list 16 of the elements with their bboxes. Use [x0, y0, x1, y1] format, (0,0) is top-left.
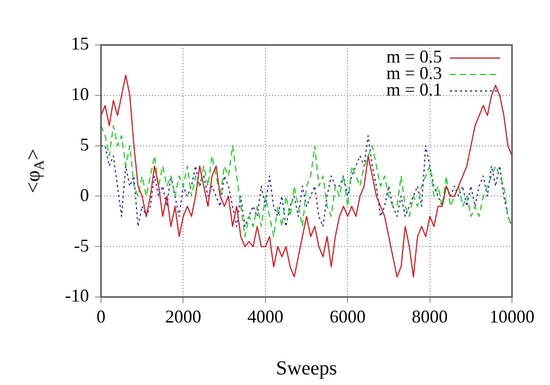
x-tick-label: 2000: [165, 306, 202, 327]
x-axis-title: Sweeps: [276, 357, 338, 380]
line-series: [101, 125, 512, 238]
y-tick-label: 5: [80, 134, 89, 155]
x-tick-label: 10000: [490, 306, 534, 327]
y-tick-label: -5: [74, 235, 89, 256]
y-tick-label: 0: [80, 184, 89, 205]
y-tick-label: 10: [71, 84, 89, 104]
y-tick-label: 15: [71, 34, 89, 54]
x-tick-label: 4000: [247, 306, 284, 327]
x-tick-label: 8000: [412, 306, 448, 327]
x-tick-label: 6000: [330, 306, 366, 327]
line-series: [101, 135, 512, 227]
x-tick-label: 0: [96, 306, 106, 327]
y-tick-label: -10: [65, 286, 89, 306]
y-axis-title: <φA>: [22, 148, 48, 194]
